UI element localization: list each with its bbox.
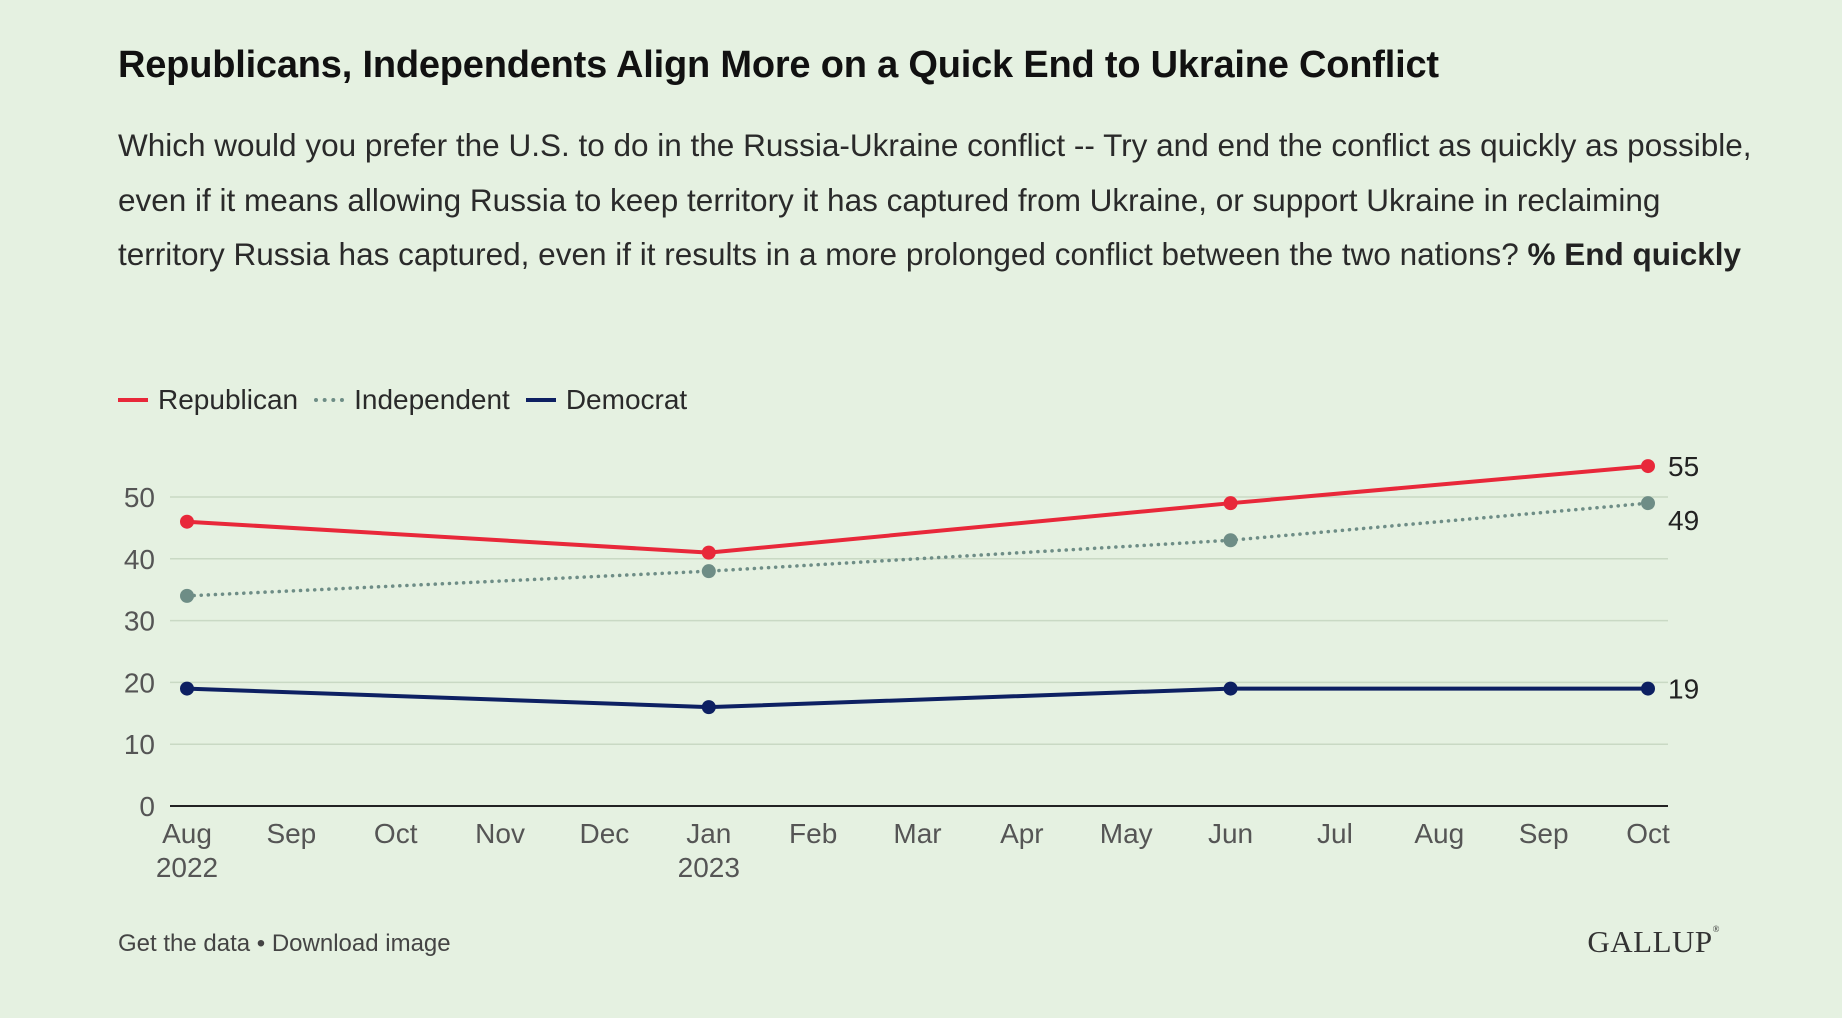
get-data-link[interactable]: Get the data [118,930,251,957]
x-tick-label-10: Jun [1208,818,1253,849]
data-point-republican-2 [1223,496,1238,511]
x-tick-label-1: Sep [266,818,316,849]
data-point-independent-1 [701,564,716,579]
legend-label-republican: Republican [158,384,299,415]
legend-swatch-independent [314,398,345,402]
chart-subtitle: Which would you prefer the U.S. to do in… [118,118,1758,282]
x-tick-label-13: Sep [1519,818,1569,849]
y-tick-label-40: 40 [124,544,155,575]
y-tick-label-10: 10 [124,729,155,760]
x-tick-label-0: Aug [162,818,212,849]
question-text: Which would you prefer the U.S. to do in… [118,127,1752,272]
end-label-democrat: 19 [1668,674,1699,705]
legend-label-democrat: Democrat [565,384,688,415]
data-point-independent-3 [1641,496,1655,511]
logo-text: GALLUP [1587,924,1713,959]
y-tick-label-0: 0 [139,791,155,822]
data-point-republican-1 [701,545,716,560]
chart-legend: Republican Independent Democrat [118,380,703,420]
measure-label: % End quickly [1527,236,1742,272]
x-tick-label-14: Oct [1626,818,1670,849]
legend-item-republican: Republican [118,384,298,416]
end-label-independent: 49 [1668,505,1699,536]
series-line-independent [185,501,1650,598]
data-point-democrat-3 [1641,681,1655,696]
data-point-democrat-2 [1223,681,1238,696]
x-tick-label-2: Oct [374,818,418,849]
end-label-republican: 55 [1668,451,1699,482]
y-tick-label-20: 20 [124,667,155,698]
x-tick-year-0: 2022 [156,852,218,883]
data-point-independent-2 [1223,533,1238,548]
legend-item-independent: Independent [314,384,510,416]
x-tick-label-8: Apr [1000,818,1044,849]
chart-title: Republicans, Independents Align More on … [118,44,1439,86]
gallup-logo: GALLUP® [1587,924,1720,960]
legend-item-democrat: Democrat [525,384,688,416]
footer-links: Get the data • Download image [118,930,451,958]
x-tick-label-6: Feb [789,818,837,849]
download-image-link[interactable]: Download image [271,930,451,957]
x-tick-label-4: Dec [580,818,630,849]
legend-label-independent: Independent [354,384,510,415]
x-tick-label-7: Mar [893,818,941,849]
x-tick-label-11: Jul [1317,818,1353,849]
trademark-mark: ® [1712,924,1720,934]
legend-swatch-democrat [525,398,556,402]
legend-swatch-republican [118,398,148,402]
data-point-democrat-0 [180,681,194,696]
data-point-democrat-1 [701,700,716,715]
y-tick-label-50: 50 [124,482,155,513]
x-tick-label-3: Nov [475,818,525,849]
series-line-democrat [185,686,1650,710]
footer-separator: • [256,930,266,957]
data-point-republican-3 [1641,459,1655,474]
series-line-republican [185,464,1650,555]
data-point-republican-0 [180,514,194,529]
x-tick-label-9: May [1100,818,1153,849]
y-tick-label-30: 30 [124,606,155,637]
x-tick-year-5: 2023 [678,852,740,883]
data-point-independent-0 [180,588,194,603]
x-tick-label-12: Aug [1414,818,1464,849]
x-tick-label-5: Jan [686,818,731,849]
